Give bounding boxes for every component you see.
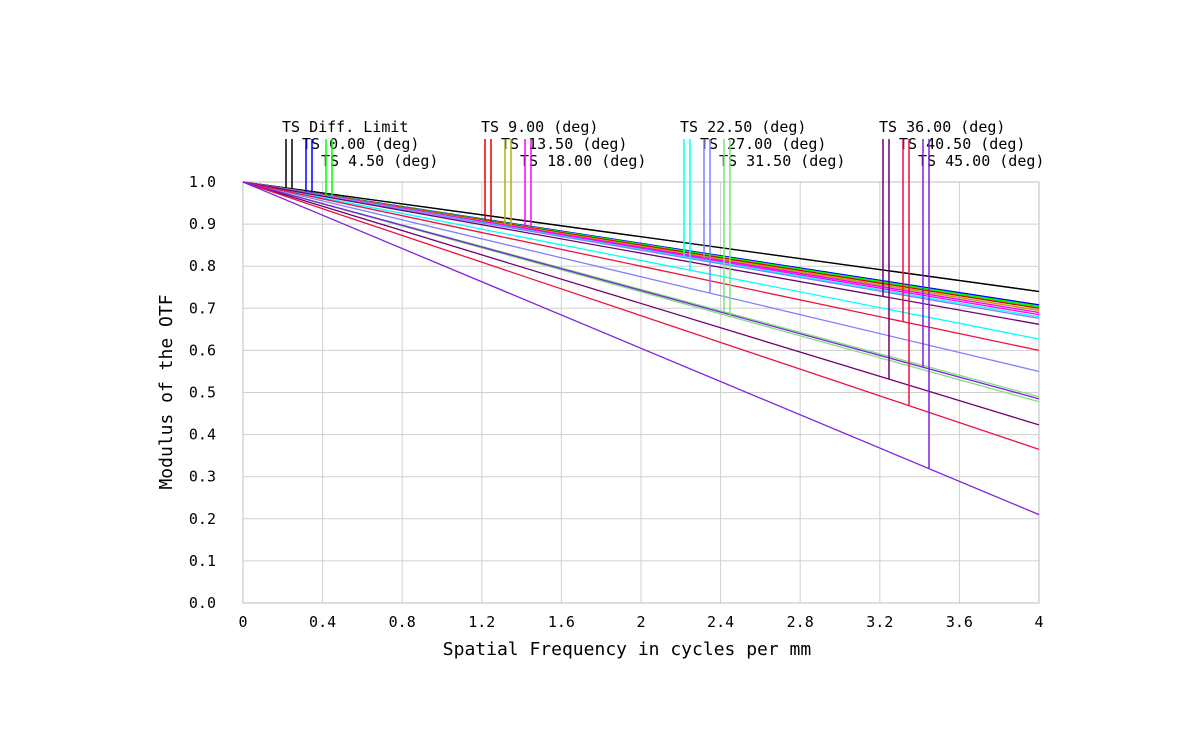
legend-label: TS 45.00 (deg) xyxy=(918,152,1044,170)
y-axis-title: Modulus of the OTF xyxy=(156,294,177,489)
legend-label: TS 36.00 (deg) xyxy=(879,118,1005,136)
series-line-tangential xyxy=(242,181,1040,325)
grid-layer xyxy=(242,181,1040,604)
x-tick-label: 0.4 xyxy=(309,613,336,631)
ticks-layer: 0 0.4 0.8 1.2 1.6 2 2.4 2.8 3.2 3.6 4 0.0 0.1 0.2 0.3 0… xyxy=(189,173,1044,631)
legend-label: TS 27.00 (deg) xyxy=(700,135,826,153)
legend-label: TS 22.50 (deg) xyxy=(680,118,806,136)
y-tick-label: 0.4 xyxy=(189,426,216,444)
series-line-tangential xyxy=(242,181,1040,293)
series-line-sagittal xyxy=(242,181,1040,340)
y-tick-label: 1.0 xyxy=(189,173,216,191)
x-tick-label: 0 xyxy=(238,613,247,631)
y-tick-label: 0.6 xyxy=(189,341,216,359)
legend-label: TS 13.50 (deg) xyxy=(501,135,627,153)
x-tick-label: 2.8 xyxy=(787,613,814,631)
series-layer xyxy=(242,181,1040,516)
x-axis-title: Spatial Frequency in cycles per mm xyxy=(443,639,811,660)
x-tick-label: 3.2 xyxy=(866,613,893,631)
series-line-sagittal xyxy=(242,181,1040,426)
y-tick-label: 0.3 xyxy=(189,468,216,486)
x-tick-label: 3.6 xyxy=(946,613,973,631)
legend-label: TS 9.00 (deg) xyxy=(481,118,598,136)
series-line-tangential xyxy=(242,181,1040,314)
y-tick-label: 0.5 xyxy=(189,384,216,402)
plot-frame xyxy=(242,181,1040,604)
y-tick-label: 0.7 xyxy=(189,299,216,317)
series-line-sagittal xyxy=(242,181,1040,373)
series-line-sagittal xyxy=(242,181,1040,516)
series-line-sagittal xyxy=(242,181,1040,450)
x-tick-label: 2.4 xyxy=(707,613,734,631)
legend-label: TS Diff. Limit xyxy=(282,118,408,136)
legend-label: TS 40.50 (deg) xyxy=(899,135,1025,153)
y-tick-label: 0.9 xyxy=(189,215,216,233)
x-tick-label: 2 xyxy=(636,613,645,631)
series-line-tangential xyxy=(242,181,1040,400)
y-tick-label: 0.8 xyxy=(189,257,216,275)
series-line-tangential xyxy=(242,181,1040,320)
legend-label: TS 18.00 (deg) xyxy=(520,152,646,170)
x-tick-label: 1.6 xyxy=(548,613,575,631)
legend-label: TS 4.50 (deg) xyxy=(321,152,438,170)
x-tick-label: 4 xyxy=(1034,613,1043,631)
x-tick-label: 1.2 xyxy=(468,613,495,631)
series-line-tangential xyxy=(242,181,1040,352)
y-tick-label: 0.1 xyxy=(189,552,216,570)
legend-label: TS 31.50 (deg) xyxy=(719,152,845,170)
x-tick-label: 0.8 xyxy=(389,613,416,631)
legend-label: TS 0.00 (deg) xyxy=(302,135,419,153)
y-tick-label: 0.2 xyxy=(189,510,216,528)
y-tick-label: 0.0 xyxy=(189,594,216,612)
